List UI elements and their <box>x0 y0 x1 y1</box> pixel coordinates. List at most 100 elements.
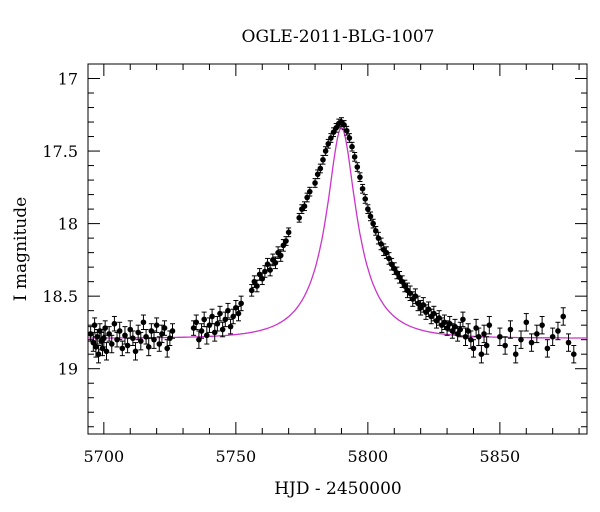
data-point <box>349 141 355 152</box>
data-point <box>116 321 123 341</box>
data-point <box>502 336 508 355</box>
data-point <box>209 308 215 325</box>
data-point <box>320 154 326 165</box>
data-point <box>449 323 456 339</box>
data-point <box>565 333 572 352</box>
data-point <box>206 317 213 333</box>
data-point <box>235 305 242 322</box>
data-point <box>523 313 530 332</box>
data-point <box>270 253 276 267</box>
data-point <box>555 321 561 341</box>
y-tick-label: 18.5 <box>42 287 78 306</box>
data-point <box>328 133 334 143</box>
data-point <box>301 201 308 212</box>
data-point <box>222 311 229 328</box>
data-point <box>114 331 120 348</box>
data-point <box>512 344 519 364</box>
data-point <box>351 152 358 162</box>
data-point <box>486 315 493 335</box>
chart-title: OGLE-2011-BLG-1007 <box>242 27 435 47</box>
data-point <box>238 295 244 312</box>
data-point <box>102 320 108 336</box>
data-point <box>227 318 234 335</box>
data-point <box>169 323 176 339</box>
data-point <box>90 333 97 352</box>
data-point <box>214 315 221 332</box>
data-point <box>161 320 168 336</box>
data-point <box>143 329 149 345</box>
data-point <box>296 212 303 223</box>
data-point <box>193 314 200 331</box>
data-point <box>230 308 237 325</box>
data-point <box>478 344 485 364</box>
data-point <box>248 284 255 297</box>
data-point <box>483 336 490 355</box>
data-point <box>151 330 157 349</box>
data-point <box>518 330 524 349</box>
data-point <box>359 183 366 194</box>
data-point <box>460 311 466 328</box>
data-point <box>470 339 477 358</box>
data-point <box>539 315 545 335</box>
data-point <box>354 162 361 172</box>
data-point <box>549 327 556 346</box>
x-tick-label: 5750 <box>215 447 256 466</box>
y-tick-label: 17 <box>58 70 78 89</box>
data-point <box>130 330 136 346</box>
data-point <box>267 263 273 277</box>
data-point <box>317 163 324 174</box>
data-point <box>304 192 310 203</box>
data-point <box>312 178 318 188</box>
data-point <box>198 323 205 339</box>
x-tick-label: 5800 <box>348 447 389 466</box>
data-point <box>365 204 371 214</box>
data-point <box>262 265 268 278</box>
data-point <box>285 227 292 238</box>
y-tick-label: 18 <box>58 215 78 234</box>
data-point <box>507 320 514 339</box>
x-tick-label: 5700 <box>83 447 124 466</box>
y-tick-label: 19 <box>58 360 78 379</box>
data-point <box>534 324 540 344</box>
data-point <box>544 339 551 358</box>
data-point <box>119 340 126 357</box>
model-curve-layer <box>87 126 587 339</box>
data-point <box>417 300 424 316</box>
data-point <box>362 194 369 204</box>
data-point <box>153 317 160 333</box>
data-point <box>322 146 329 156</box>
data-point <box>108 334 115 354</box>
data-point <box>204 326 210 345</box>
data-point <box>570 344 577 364</box>
data-point <box>314 169 321 180</box>
data-point <box>138 331 144 351</box>
data-point <box>283 236 289 246</box>
x-tick-label: 5850 <box>480 447 521 466</box>
data-point <box>111 315 118 332</box>
data-point <box>164 339 171 358</box>
data-point <box>156 336 163 352</box>
model-curve <box>87 126 587 339</box>
data-point <box>219 321 226 338</box>
data-point <box>103 342 110 361</box>
axis-ticks-layer: 5700 5750 5800 5850 17 17.5 18 18.5 19 <box>42 63 587 466</box>
data-point <box>306 186 313 197</box>
data-point <box>124 337 131 354</box>
data-point <box>277 249 284 262</box>
data-point <box>357 172 363 183</box>
data-point <box>431 305 437 322</box>
y-tick-label: 17.5 <box>42 142 78 161</box>
data-point <box>367 211 374 222</box>
data-point <box>343 125 350 136</box>
data-point <box>140 314 147 331</box>
data-point <box>217 305 223 322</box>
data-point <box>145 337 152 357</box>
x-axis-label: HJD - 2450000 <box>274 479 402 499</box>
data-point <box>272 256 279 270</box>
data-point <box>91 317 98 333</box>
data-point <box>370 218 376 229</box>
y-axis-label: I magnitude <box>11 197 31 301</box>
data-point <box>528 333 535 352</box>
data-points-layer <box>87 117 577 364</box>
